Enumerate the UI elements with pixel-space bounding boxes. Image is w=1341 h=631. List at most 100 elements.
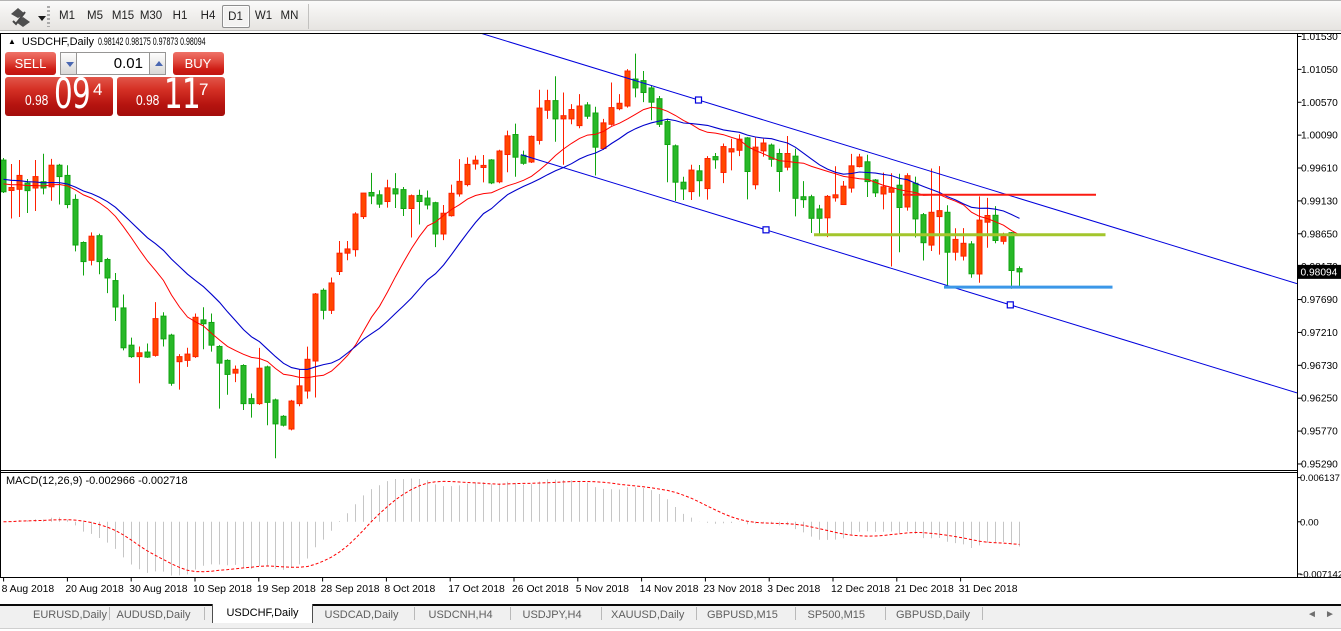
tab-usdjpy-h4[interactable]: USDJPY,H4 [522,608,582,621]
date-label: 30 Aug 2018 [129,584,188,595]
timeframe-button-d1[interactable]: D1 [221,5,250,28]
candle-body [176,356,183,363]
candle-body [688,169,695,193]
candle [288,399,295,431]
timeframe-button-m15[interactable]: M15 [111,10,135,22]
candle-body [56,164,63,178]
candle-body [768,144,775,160]
trendline-marker[interactable] [694,96,703,104]
volume-decrease-button[interactable] [60,52,77,75]
candle-body [296,385,303,405]
candle-body [928,211,935,246]
candle [1,158,7,194]
tab-gbpusd-daily[interactable]: GBPUSD,Daily [896,608,970,621]
candle-body [1,159,7,193]
tab-xauusd-daily[interactable]: XAUUSD,Daily [611,608,685,621]
volume-input[interactable]: 0.01 [77,52,149,75]
candle [144,343,151,358]
candle [296,369,303,407]
tab-eurusd-daily[interactable]: EURUSD,Daily [33,608,107,621]
candle [584,102,591,119]
timeframe-button-h1[interactable]: H1 [172,10,188,22]
tab-usdcnh-h4[interactable]: USDCNH,H4 [428,608,493,621]
candle-body [528,135,535,163]
sell-price-display[interactable]: 0.98 09 4 [5,69,113,118]
collapse-panel-icon[interactable]: ▲ [8,37,16,46]
candle-body [560,115,567,120]
buy-price-display[interactable]: 0.98 11 7 [117,69,225,118]
candle-body [216,345,223,364]
timeframe-button-m5[interactable]: M5 [87,10,103,22]
candle [408,194,415,238]
candle-body [384,187,391,203]
timeframe-button-h4[interactable]: H4 [200,10,216,22]
date-label: 10 Sep 2018 [193,584,252,595]
trendline-marker[interactable] [762,226,770,234]
candle [528,135,535,164]
candle-body [520,154,527,164]
candle-body [304,358,311,392]
trendline-marker[interactable] [1006,301,1014,309]
candle [888,173,895,267]
volume-increase-button[interactable] [149,52,166,75]
candle-body [896,184,903,208]
candle-body [264,366,271,403]
candle [176,354,183,390]
toolbar: M1 M5 M15 M30 H1 H4 D1 W1 MN [0,0,1341,31]
candle [816,204,823,236]
candle-body [440,212,447,235]
tab-separator [509,607,511,620]
candle [880,172,887,210]
candle [136,346,143,384]
tab-scroll-right-button[interactable]: ► [1325,609,1335,620]
candle [728,138,735,171]
timeframe-button-mn[interactable]: MN [280,10,299,22]
buy-price-sup: 7 [199,79,209,99]
timeframe-button-m1[interactable]: M1 [59,10,75,22]
price-axis: 1.01530 1.01050 1.00570 1.00090 0.99610 0.991… [1297,32,1341,470]
price-label: 0.98650 [1301,229,1338,240]
date-label: 31 Dec 2018 [959,584,1018,595]
candle [464,157,471,187]
timeframe-button-w1[interactable]: W1 [254,10,273,22]
candle-body [328,282,335,311]
tab-usdcad-daily[interactable]: USDCAD,Daily [324,608,399,621]
chart-type-button[interactable] [6,4,46,29]
tab-gbpusd-m15[interactable]: GBPUSD,M15 [707,608,778,621]
tab-separator [109,607,110,620]
tab-scroll-left-button[interactable]: ◄ [1307,609,1317,620]
candle-body [920,214,927,244]
candle [280,415,287,427]
tab-separator [204,607,205,620]
candle-body [192,316,199,358]
candle [64,165,71,209]
tab-audusd-daily[interactable]: AUDUSD,Daily [116,608,191,621]
candle [792,148,799,217]
candle [736,134,743,157]
candle-body [696,170,703,182]
candle-body [400,189,407,210]
candle-body [648,87,655,103]
buy-button[interactable]: BUY [172,51,224,75]
candle [952,228,959,261]
candle [240,364,247,410]
candle-body [808,196,815,219]
candle-body [576,105,583,127]
candle [208,313,215,352]
candle [632,53,639,98]
candle [304,346,311,399]
trendline[interactable] [520,154,1297,394]
chart-type-icon [11,8,30,27]
timeframe-button-m30[interactable]: M30 [139,10,163,22]
tab-sp500-m15[interactable]: SP500,M15 [807,608,865,621]
sell-button[interactable]: SELL [5,51,56,75]
trendline[interactable] [460,27,1297,285]
candle-body [488,159,495,184]
tab-usdchf-daily[interactable]: USDCHF,Daily [212,604,313,624]
candle-body [680,181,687,190]
candle-body [544,100,551,111]
sell-price-sup: 4 [93,79,103,99]
candle [824,195,831,238]
